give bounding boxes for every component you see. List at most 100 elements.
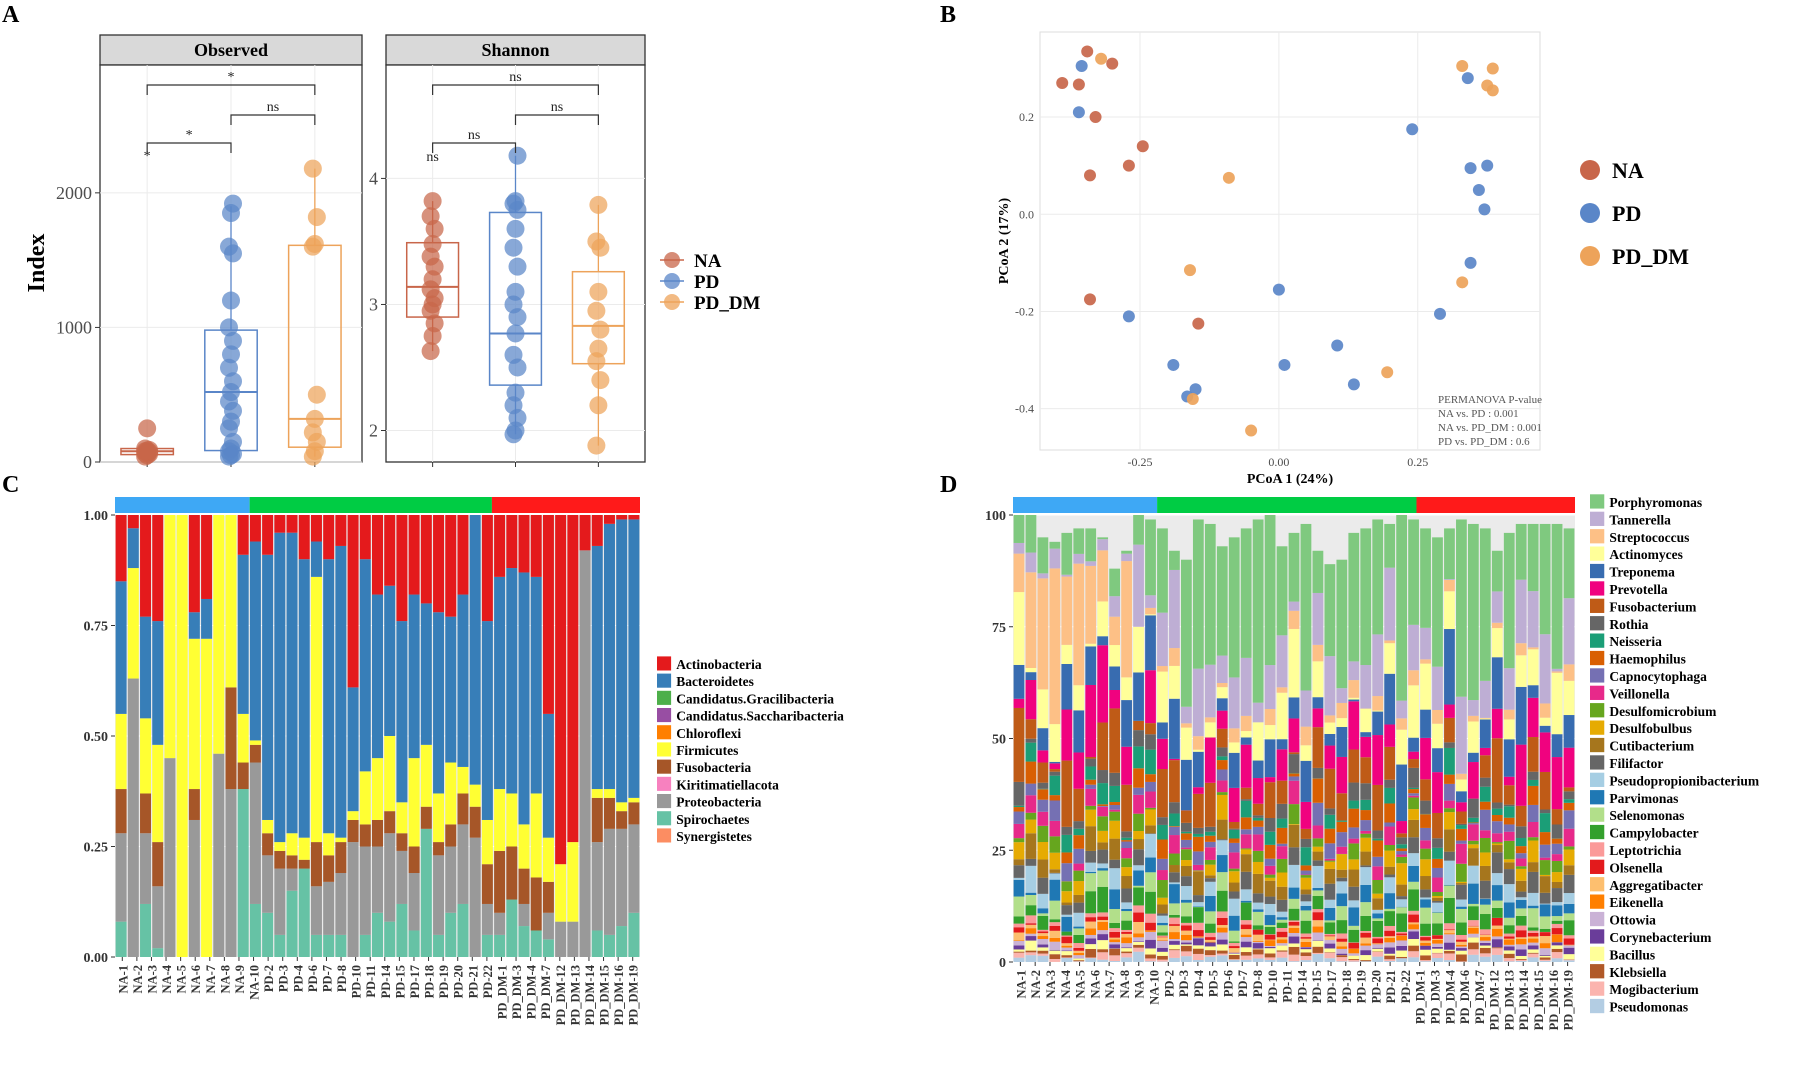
bar-segment [1348,953,1360,956]
bar-segment [1408,945,1419,952]
data-point-PD_DM [305,234,324,253]
bar-segment [1467,865,1479,884]
permanova-text: NA vs. PD : 0.001 [1438,408,1519,420]
bar-segment [1228,787,1240,822]
bar-segment [1348,948,1360,954]
bar-segment [1384,960,1396,962]
bar-segment [1408,951,1419,958]
bar-segment [1073,952,1085,956]
legend-label: Tannerella [1609,512,1671,527]
bar-segment [1324,920,1336,923]
bar-segment [1348,869,1360,887]
bar-segment [1563,598,1575,665]
bar-segment [1037,908,1049,914]
bar-segment [1264,739,1276,778]
x-tick-label: NA-9 [233,965,247,993]
bar-segment [1264,927,1276,935]
x-tick-label: PD-20 [452,965,466,998]
bar-segment [1097,601,1109,637]
bar-segment [1204,956,1216,962]
legend-key [1590,494,1605,509]
bar-segment [1252,943,1264,949]
bar-segment [310,934,322,957]
bar-segment [1336,718,1348,727]
bar-segment [1467,903,1479,907]
bar-segment [494,576,506,790]
bar-segment [1503,817,1515,825]
bar-segment [1396,851,1407,855]
y-tick-label: 0.2 [1019,110,1034,124]
bar-segment [1300,760,1312,802]
bar-segment [1097,806,1109,817]
bar-segment [1360,810,1372,821]
bar-segment [1444,528,1455,580]
bar-segment [1049,869,1061,873]
bar-segment [1252,925,1264,930]
bar-segment [1551,672,1563,735]
bar-segment [1420,923,1431,936]
bar-segment [1252,826,1264,835]
bar-segment [1360,961,1372,962]
bar-segment [1133,730,1144,747]
bar-segment [372,594,383,759]
bar-segment [1061,574,1073,577]
bar-segment [1049,724,1061,762]
bar-segment [1408,939,1419,946]
bar-segment [1348,749,1360,783]
bar-segment [335,515,347,546]
bar-segment [518,926,530,957]
bar-segment [384,833,396,922]
bar-segment [1432,748,1443,773]
bar-segment [433,842,445,856]
bar-segment [1085,565,1097,644]
bar-segment [1527,905,1539,909]
data-point-PD_DM [589,282,608,301]
bar-segment [616,802,628,812]
bar-segment [1432,895,1443,898]
bar-segment [457,515,469,595]
bar-segment [1360,665,1372,709]
bar-segment [1073,958,1085,961]
pcoa-point-NA [1072,78,1085,91]
bar-segment [1157,817,1168,825]
bar-segment [1372,696,1384,711]
bar-segment [1336,846,1348,854]
bar-segment [1276,843,1288,847]
x-tick-label: PD-22 [481,965,495,998]
legend-key [1590,598,1605,613]
x-tick-label: PD-2 [262,965,276,992]
x-tick-label: PD_DM-15 [598,965,612,1025]
bar-segment [1515,938,1527,945]
bar-segment [1121,700,1132,747]
bar-segment [1515,866,1527,869]
bar-segment [1384,959,1396,961]
bar-segment [1324,814,1336,829]
bar-segment [1467,798,1479,818]
bar-segment [1527,685,1539,698]
bar-segment [1420,940,1431,943]
facet-title: Observed [194,40,268,60]
bar-segment [1539,903,1551,905]
x-tick-label: PD-19 [437,965,451,998]
bar-segment [1336,832,1348,847]
bar-segment [1432,772,1443,813]
y-tick-label: 0.0 [1019,207,1034,221]
bar-segment [1372,918,1384,921]
bar-segment [1336,793,1348,821]
bar-segment [1025,892,1037,896]
bar-segment [1456,935,1467,940]
bar-segment [1408,819,1419,838]
bar-segment [237,762,249,790]
bar-segment [506,846,518,900]
bar-segment [1384,643,1396,674]
bar-segment [1491,947,1503,949]
legend-label: Candidatus.Saccharibacteria [676,709,844,724]
bar-segment [1467,721,1479,753]
legend-key [1590,668,1605,683]
x-tick-label: PD_DM-1 [495,965,509,1019]
bar-segment [188,819,200,957]
bar-segment [1360,902,1372,916]
bar-segment [1252,929,1264,935]
bar-segment [396,850,408,904]
bar-segment [1348,838,1360,844]
